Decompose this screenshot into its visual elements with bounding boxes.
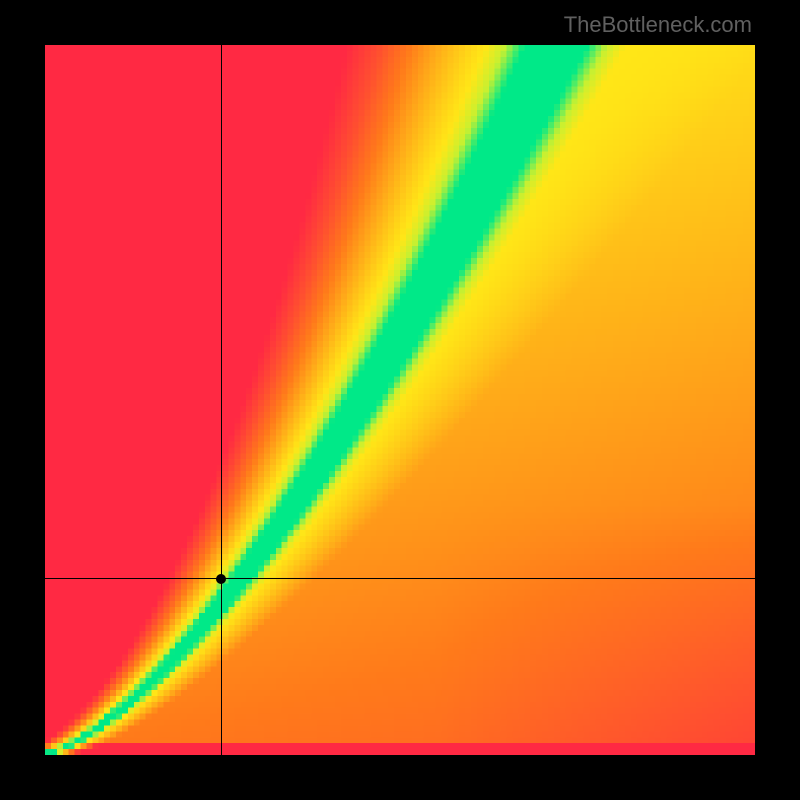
crosshair-dot xyxy=(216,574,226,584)
crosshair-vertical xyxy=(221,45,222,755)
chart-container: TheBottleneck.com xyxy=(0,0,800,800)
heatmap-canvas xyxy=(45,45,755,755)
crosshair-horizontal xyxy=(45,578,755,579)
watermark-text: TheBottleneck.com xyxy=(564,12,752,38)
